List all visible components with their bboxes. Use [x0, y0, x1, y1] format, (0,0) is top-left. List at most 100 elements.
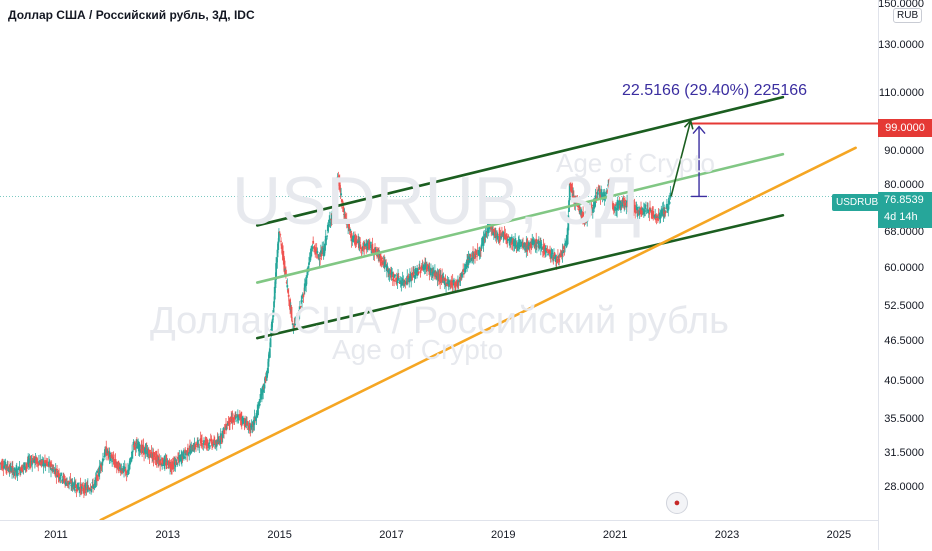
price-candle-body	[19, 470, 22, 474]
price-candle-body	[266, 367, 269, 373]
price-candle-body	[394, 274, 397, 276]
price-candle-body	[564, 243, 566, 246]
price-candle-body	[457, 281, 460, 286]
price-candle-body	[225, 427, 228, 430]
price-candle-body	[54, 469, 57, 472]
price-candle-body	[559, 253, 562, 257]
price-candle-body	[492, 231, 495, 236]
price-candle-body	[624, 203, 626, 206]
price-candle-body	[242, 419, 245, 421]
price-candle-body	[381, 257, 384, 260]
price-candle-body	[147, 449, 150, 454]
price-candle-body	[249, 424, 252, 434]
price-candle-body	[447, 280, 450, 285]
price-candle-body	[558, 258, 561, 263]
price-candle-body	[125, 471, 128, 475]
price-candle-body	[106, 449, 109, 454]
price-candle-body	[361, 247, 364, 249]
price-candle-body	[580, 209, 583, 215]
price-candle-body	[440, 276, 443, 283]
price-candle-body	[580, 215, 583, 218]
price-candle-body	[467, 256, 470, 265]
price-candle-body	[403, 279, 405, 281]
price-candle-body	[395, 278, 398, 282]
chart-plot-area[interactable]: Age of Crypto USDRUB, 3Д Доллар США / Ро…	[0, 0, 878, 520]
price-candle-body	[314, 250, 317, 255]
price-candle-body	[522, 246, 525, 248]
price-candle-body	[298, 306, 301, 313]
price-candle-body	[435, 275, 438, 277]
price-candle-body	[135, 443, 138, 446]
price-candle-body	[64, 479, 66, 482]
price-candle-body	[617, 206, 620, 208]
price-candle-body	[124, 469, 127, 470]
price-candle-body	[267, 358, 270, 367]
price-candle-body	[33, 456, 36, 461]
price-candle-body	[439, 274, 442, 282]
price-candle-body	[8, 469, 11, 473]
us-flag-event-icon[interactable]: ●	[666, 492, 688, 514]
price-candle-body	[206, 439, 209, 444]
price-candle-body	[269, 338, 272, 348]
price-candle-body	[653, 214, 656, 218]
price-candle-body	[483, 237, 486, 238]
price-candle-body	[484, 233, 487, 237]
currency-selector[interactable]: RUB	[893, 8, 923, 23]
price-candle-body	[612, 203, 614, 205]
price-candle-body	[333, 211, 336, 214]
price-candle-body	[50, 464, 53, 467]
price-candle-body	[630, 210, 633, 211]
price-candle-body	[552, 256, 555, 261]
price-candle-body	[380, 255, 382, 261]
price-candle-body	[56, 469, 58, 471]
price-candle-body	[547, 253, 549, 255]
price-candle-body	[660, 209, 663, 214]
price-candle-body	[200, 438, 203, 447]
price-axis[interactable]: 150.0000 130.0000 110.0000 90.0000 80.0000 68…	[878, 0, 932, 550]
price-candle-body	[541, 251, 544, 253]
price-candle-body	[161, 463, 164, 466]
price-candle-body	[324, 235, 327, 242]
price-candle-body	[282, 255, 285, 265]
price-candle-body	[307, 266, 310, 269]
price-candle-body	[5, 465, 7, 469]
price-candle-body	[44, 460, 46, 463]
measure-label: 22.5166 (29.40%) 225166	[622, 82, 808, 99]
price-candle-body	[384, 262, 387, 264]
price-candle-body	[44, 463, 47, 466]
price-candle-body	[644, 210, 647, 212]
price-candle-body	[96, 474, 98, 481]
price-candle-body	[145, 448, 147, 453]
price-candle-body	[123, 466, 126, 471]
price-candle-body	[179, 456, 181, 462]
price-candle-body	[329, 222, 332, 224]
price-candle-body	[263, 384, 266, 389]
price-candle-body	[669, 192, 672, 198]
price-candle-body	[350, 233, 353, 242]
price-candle-body	[358, 240, 361, 248]
price-candle-body	[526, 242, 528, 246]
price-candle-body	[453, 282, 456, 284]
price-candle-body	[430, 268, 432, 271]
price-candle-body	[619, 200, 622, 206]
price-candle-body	[336, 180, 338, 197]
price-candle-body	[81, 484, 84, 486]
price-candle-body	[109, 452, 112, 455]
price-candle-body	[378, 254, 381, 256]
price-candle-body	[159, 460, 162, 466]
price-candle-body	[37, 462, 40, 466]
price-candle-body	[132, 441, 135, 445]
price-candle-body	[197, 439, 199, 446]
time-axis[interactable]: 2011 2013 2015 2017 2019 2021 2023 2025	[0, 520, 878, 551]
price-candle-body	[568, 183, 571, 201]
price-candle-body	[303, 283, 306, 291]
price-candle-body	[542, 245, 545, 250]
price-candle-body	[175, 460, 177, 466]
price-candle-body	[575, 197, 577, 203]
price-candle-body	[92, 485, 95, 488]
price-candle-body	[70, 485, 73, 487]
price-candle-body	[177, 458, 180, 460]
price-candle-body	[93, 483, 96, 485]
price-candle-body	[533, 239, 536, 247]
price-candle-body	[61, 479, 64, 481]
